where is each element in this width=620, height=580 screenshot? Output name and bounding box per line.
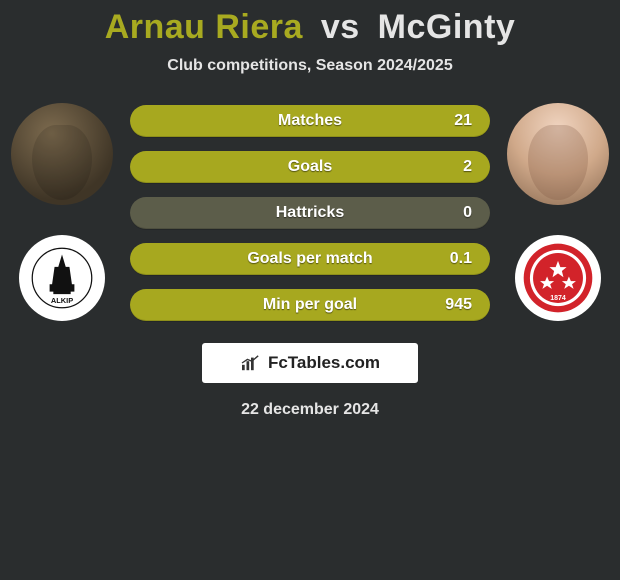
stat-row: Min per goal 945 [130, 289, 490, 321]
stat-value-right: 945 [445, 296, 472, 314]
stat-row: Matches 21 [130, 105, 490, 137]
player2-avatar [507, 103, 609, 205]
stat-value-right: 2 [463, 158, 472, 176]
stat-row: Hattricks 0 [130, 197, 490, 229]
stat-label: Matches [278, 112, 342, 130]
player1-avatar [11, 103, 113, 205]
date-text: 22 december 2024 [0, 401, 620, 419]
stat-value-right: 21 [454, 112, 472, 130]
subtitle: Club competitions, Season 2024/2025 [0, 57, 620, 75]
face-icon [528, 125, 588, 200]
svg-text:ALKIP: ALKIP [51, 296, 73, 305]
comparison-row: ALKIP Matches 21 Goals 2 Hattricks 0 Goals per… [0, 103, 620, 321]
stat-value-right: 0 [463, 204, 472, 222]
right-column: 1874 [504, 103, 612, 321]
stat-label: Hattricks [276, 204, 344, 222]
club-left-icon: ALKIP [31, 247, 93, 309]
chart-icon [240, 354, 262, 372]
club1-badge: ALKIP [19, 235, 105, 321]
stat-label: Min per goal [263, 296, 357, 314]
comparison-infographic: Arnau Riera vs McGinty Club competitions… [0, 0, 620, 419]
stat-label: Goals [288, 158, 332, 176]
stat-row: Goals 2 [130, 151, 490, 183]
stat-value-right: 0.1 [450, 250, 472, 268]
branding-badge: FcTables.com [202, 343, 418, 383]
branding-text: FcTables.com [268, 353, 380, 373]
left-column: ALKIP [8, 103, 116, 321]
title-vs: vs [321, 8, 360, 46]
face-icon [32, 125, 92, 200]
title-player1: Arnau Riera [105, 8, 303, 46]
stat-label: Goals per match [247, 250, 372, 268]
stats-list: Matches 21 Goals 2 Hattricks 0 Goals per match… [130, 103, 490, 321]
club2-badge: 1874 [515, 235, 601, 321]
svg-text:1874: 1874 [550, 295, 566, 302]
stat-row: Goals per match 0.1 [130, 243, 490, 275]
page-title: Arnau Riera vs McGinty [0, 8, 620, 47]
title-player2: McGinty [378, 8, 516, 46]
club-right-icon: 1874 [519, 239, 597, 317]
